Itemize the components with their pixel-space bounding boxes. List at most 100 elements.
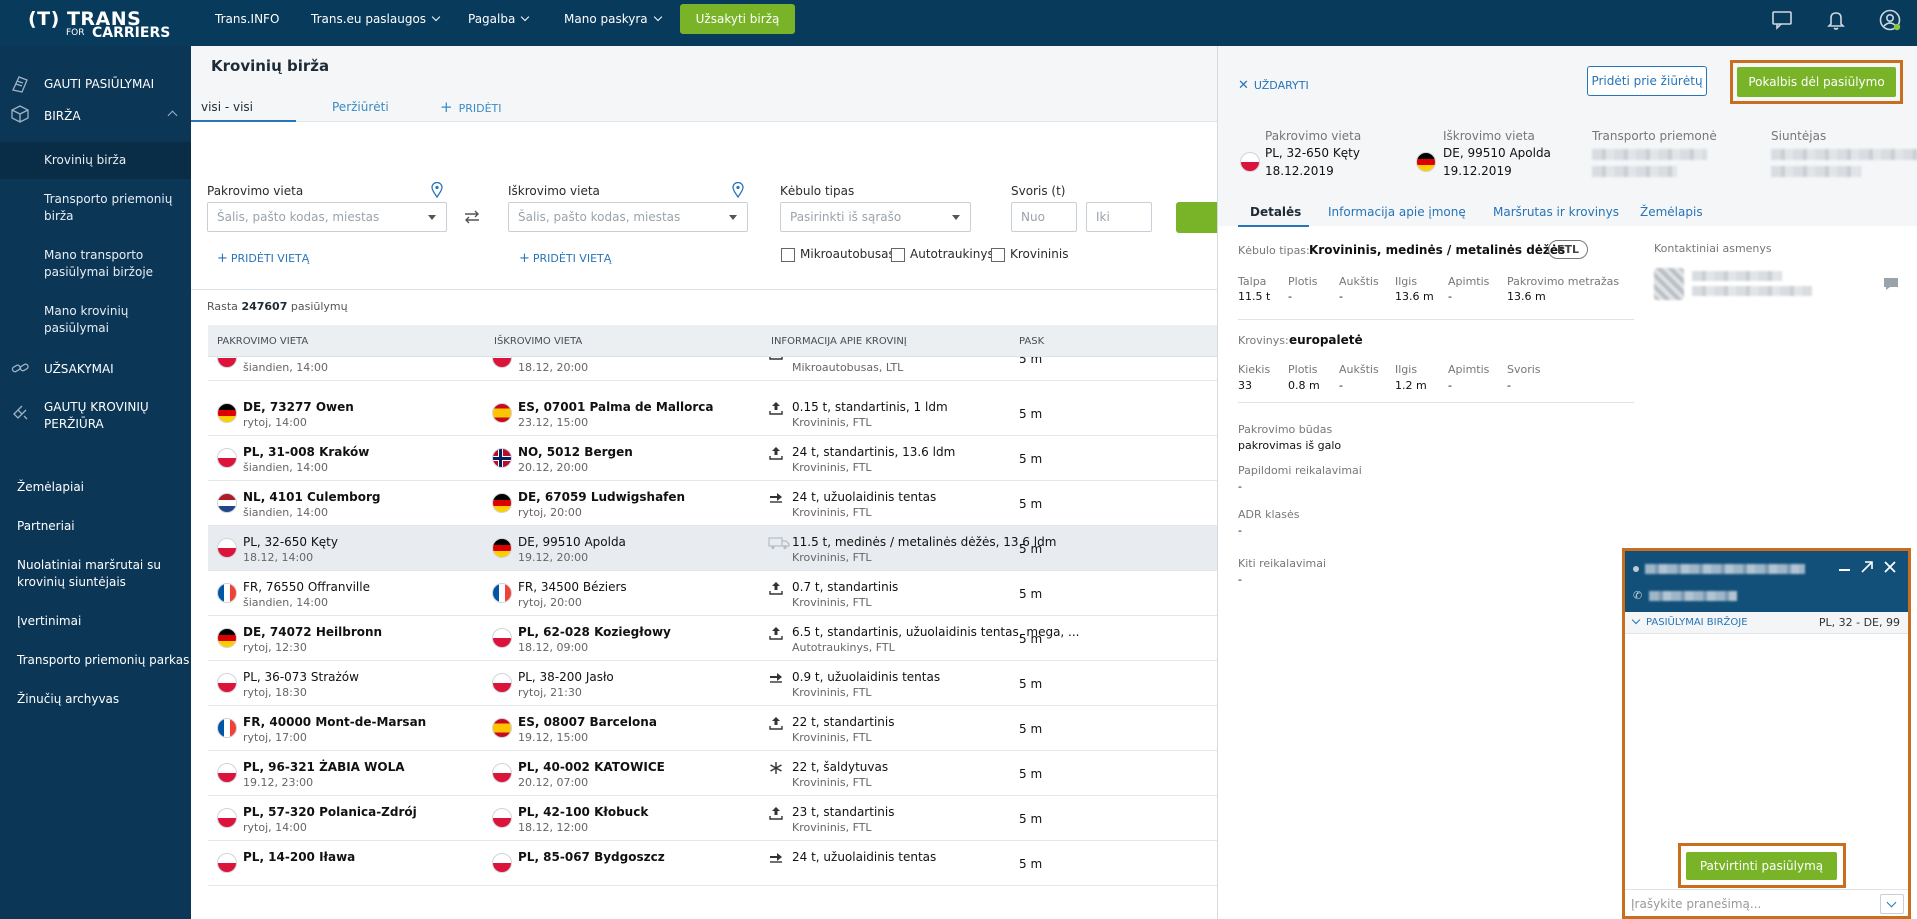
- row-load-date: rytoj, 14:00: [243, 416, 307, 429]
- flag-pl-icon: [217, 357, 237, 368]
- sidebar-item-received-cargo-review[interactable]: GAUTŲ KROVINIŲ PERŽIŪRA: [0, 400, 191, 438]
- load-place-input[interactable]: Šalis, pašto kodas, miestas: [207, 202, 447, 232]
- chat-offers-bar[interactable]: PASIŪLYMAI BIRŽOJE PL, 32 - DE, 99: [1625, 612, 1908, 634]
- offer-talk-button[interactable]: Pokalbis dėl pasiūlymo: [1737, 67, 1896, 97]
- body-type-label: Kėbulo tipas: [780, 184, 855, 198]
- sidebar-item-maps[interactable]: Žemėlapiai: [0, 479, 191, 499]
- chat-bubble-icon[interactable]: [1883, 276, 1899, 292]
- loading-icon: [768, 491, 784, 505]
- minimize-icon[interactable]: [1839, 569, 1850, 571]
- confirm-offer-button[interactable]: Patvirtinti pasiūlymą: [1686, 852, 1837, 880]
- tab-all-all[interactable]: visi - visi: [191, 97, 296, 122]
- nav-trans-eu-services[interactable]: Trans.eu paslaugos: [311, 12, 441, 26]
- checkbox-minibus[interactable]: Mikroautobusas: [781, 247, 895, 262]
- table-row[interactable]: PL, 31-008 Kraków šiandien, 14:00 NO, 5012…: [208, 436, 1217, 481]
- table-row[interactable]: FR, 76550 Offranville šiandien, 14:00 FR, …: [208, 571, 1217, 616]
- weight-to-input[interactable]: Iki: [1086, 202, 1152, 232]
- chat-send-button[interactable]: [1880, 894, 1904, 914]
- chat-message-input[interactable]: Įrašykite pranešimą...: [1625, 889, 1908, 916]
- row-unload-date: rytoj, 20:00: [518, 506, 582, 519]
- row-unload-place: NO, 5012 Bergen: [518, 445, 633, 459]
- row-cargo-type: Krovininis, FTL: [792, 506, 872, 519]
- add-load-location-link[interactable]: + PRIDĖTI VIETĄ: [217, 251, 309, 266]
- checkbox-box[interactable]: [891, 247, 905, 262]
- flag-pl-icon: [492, 763, 512, 783]
- blurred-vehicle: [1592, 166, 1677, 177]
- subscribe-exchange-button[interactable]: Užsakyti biržą: [680, 4, 795, 34]
- sidebar-item-my-cargo-offers[interactable]: Mano krovinių pasiūlymai: [0, 303, 191, 343]
- sidebar-item-vehicle-exchange[interactable]: Transporto priemonių birža: [0, 191, 191, 231]
- weight-from-input[interactable]: Nuo: [1011, 202, 1077, 232]
- table-row[interactable]: NL, 4101 Culemborg šiandien, 14:00 DE, 670…: [208, 481, 1217, 526]
- logo-carriers: CARRIERS: [92, 25, 171, 41]
- column-unload-place[interactable]: IŠKROVIMO VIETA: [494, 336, 583, 347]
- row-unload-place: PL, 85-067 Bydgoszcz: [518, 850, 665, 864]
- blurred-vehicle: [1592, 149, 1707, 160]
- tab-add[interactable]: + PRIDĖTI: [440, 98, 501, 116]
- sidebar-item-my-vehicle-offers[interactable]: Mano transporto pasiūlymai biržoje: [0, 247, 191, 287]
- checkbox-road-train[interactable]: Autotraukinys: [891, 247, 994, 262]
- sidebar-item-cargo-exchange[interactable]: Krovinių birža: [0, 142, 191, 179]
- tab-view[interactable]: Peržiūrėti: [332, 100, 389, 114]
- checkbox-box[interactable]: [781, 247, 795, 262]
- table-row[interactable]: PL, 96-321 ŻABIA WOLA 19.12, 23:00 PL, 40-…: [208, 751, 1217, 796]
- tab-map[interactable]: Žemėlapis: [1640, 205, 1703, 219]
- table-row[interactable]: DE, 73277 Owen rytoj, 14:00 ES, 07001 Palm…: [208, 391, 1217, 436]
- column-cargo-info[interactable]: INFORMACIJA APIE KROVINĮ: [771, 336, 907, 347]
- sidebar-item-permanent-routes[interactable]: Nuolatiniai maršrutai su krovinių siuntė…: [0, 557, 191, 593]
- table-row[interactable]: šiandien, 14:00 18.12, 20:00 Mikroautobusa…: [208, 357, 1217, 381]
- sidebar-item-orders[interactable]: UŽSAKYMAI: [0, 359, 191, 379]
- location-pin-icon[interactable]: [732, 182, 744, 198]
- table-row[interactable]: PL, 36-073 Strażów rytoj, 18:30 PL, 38-200…: [208, 661, 1217, 706]
- search-button[interactable]: [1176, 202, 1217, 233]
- add-to-watched-button[interactable]: Pridėti prie žiūrėtų: [1587, 66, 1707, 96]
- nav-help[interactable]: Pagalba: [468, 12, 530, 26]
- row-cargo-info: 24 t, užuolaidinis tentas: [792, 850, 937, 864]
- row-cargo-type: Krovininis, FTL: [792, 596, 872, 609]
- sidebar-item-partners[interactable]: Partneriai: [0, 518, 191, 538]
- sidebar-item-received-offers[interactable]: GAUTI PASIŪLYMAI: [0, 74, 191, 94]
- tab-details[interactable]: Detalės: [1238, 205, 1310, 227]
- location-pin-icon[interactable]: [431, 182, 443, 198]
- user-avatar-icon[interactable]: [1879, 9, 1901, 31]
- nav-trans-info[interactable]: Trans.INFO: [215, 12, 280, 26]
- filters-panel: Pakrovimo vieta Šalis, pašto kodas, mies…: [191, 123, 1217, 290]
- row-unload-place: PL, 40-002 KATOWICE: [518, 760, 665, 774]
- body-type-select[interactable]: Pasirinkti iš sąrašo: [780, 202, 971, 232]
- table-row[interactable]: FR, 40000 Mont-de-Marsan rytoj, 17:00 ES, …: [208, 706, 1217, 751]
- unload-place-input[interactable]: Šalis, pašto kodas, miestas: [508, 202, 748, 232]
- row-unload-place: DE, 99510 Apolda: [518, 535, 626, 549]
- expand-icon[interactable]: [1861, 561, 1873, 573]
- other-requirements-label: Kiti reikalavimai: [1238, 557, 1327, 570]
- table-row[interactable]: DE, 74072 Heilbronn rytoj, 12:30 PL, 62-02…: [208, 616, 1217, 661]
- cargo-detail-label: Krovinys:: [1238, 334, 1289, 347]
- sidebar-item-vehicle-fleet[interactable]: Transporto priemonių parkas: [0, 652, 191, 672]
- column-load-place[interactable]: PAKROVIMO VIETA: [217, 336, 309, 347]
- sidebar-item-exchange[interactable]: BIRŽA: [0, 105, 191, 126]
- table-row[interactable]: PL, 32-650 Kęty 18.12, 14:00 DE, 99510 Apo…: [208, 526, 1217, 571]
- tab-company-info[interactable]: Informacija apie įmonę: [1328, 205, 1466, 219]
- sidebar-item-label: Partneriai: [17, 519, 75, 533]
- checkbox-box[interactable]: [991, 247, 1005, 262]
- table-row[interactable]: PL, 14-200 Iława PL, 85-067 Bydgoszcz 24 t…: [208, 841, 1217, 886]
- close-icon[interactable]: [1884, 561, 1896, 573]
- bell-icon[interactable]: [1825, 9, 1847, 31]
- trans-for-carriers-logo[interactable]: (T) TRANS FOR CARRIERS: [0, 0, 191, 46]
- tab-route-cargo[interactable]: Maršrutas ir krovinys: [1493, 205, 1619, 219]
- add-unload-location-link[interactable]: + PRIDĖTI VIETĄ: [519, 251, 611, 266]
- close-label: UŽDARYTI: [1253, 79, 1309, 92]
- close-panel-button[interactable]: ✕ UŽDARYTI: [1238, 78, 1309, 93]
- sidebar-item-message-archive[interactable]: Žinučių archyvas: [0, 691, 191, 711]
- row-published: 5 m: [1019, 632, 1043, 646]
- column-published[interactable]: PASK: [1019, 336, 1045, 347]
- swap-icon[interactable]: [463, 210, 481, 224]
- messages-icon[interactable]: [1771, 9, 1793, 31]
- table-row[interactable]: PL, 57-320 Polanica-Zdrój rytoj, 14:00 PL,…: [208, 796, 1217, 841]
- sidebar-item-ratings[interactable]: Įvertinimai: [0, 613, 191, 633]
- nav-my-account[interactable]: Mano paskyra: [564, 12, 662, 26]
- checkbox-truck[interactable]: Krovininis: [991, 247, 1068, 262]
- chevron-down-icon: [431, 12, 441, 22]
- row-cargo-info: 6.5 t, standartinis, užuolaidinis tentas…: [792, 625, 1080, 639]
- flag-pl-icon: [217, 673, 237, 693]
- unload-place-placeholder: Šalis, pašto kodas, miestas: [518, 210, 681, 224]
